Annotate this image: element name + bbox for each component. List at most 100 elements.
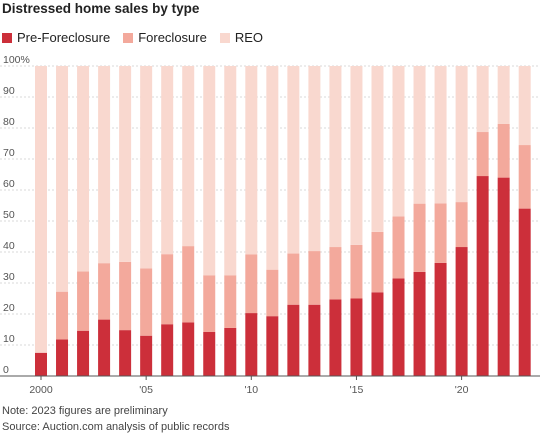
- y-tick-label: 90: [3, 85, 15, 97]
- pre-foreclosure-bar-segment: [119, 330, 132, 376]
- chart-title: Distressed home sales by type: [2, 1, 200, 16]
- pre-foreclosure-bar-segment: [56, 339, 69, 376]
- foreclosure-bar-segment: [224, 275, 237, 328]
- foreclosure-bar-segment: [371, 231, 384, 293]
- foreclosure-bar-segment: [161, 254, 174, 325]
- foreclosure-bar-segment: [245, 254, 258, 314]
- pre-foreclosure-bar-segment: [203, 331, 216, 376]
- reo-bar-segment: [224, 66, 237, 276]
- legend-label-pre-foreclosure: Pre-Foreclosure: [17, 30, 111, 45]
- legend: Pre-Foreclosure Foreclosure REO: [2, 30, 276, 45]
- reo-bar-segment: [266, 66, 279, 270]
- foreclosure-bar-segment: [392, 216, 405, 279]
- pre-foreclosure-bar-segment: [161, 324, 174, 376]
- reo-bar-segment: [455, 66, 468, 203]
- pre-foreclosure-bar-segment: [476, 176, 489, 376]
- legend-item-reo: REO: [219, 30, 264, 45]
- pre-foreclosure-bar-segment: [518, 208, 531, 376]
- x-tick-label: '10: [244, 384, 258, 396]
- pre-foreclosure-bar-segment: [371, 292, 384, 376]
- pre-foreclosure-bar-segment: [182, 322, 195, 376]
- x-tick-label: '05: [139, 384, 153, 396]
- y-tick-label: 10: [3, 333, 15, 345]
- reo-bar-segment: [182, 66, 195, 247]
- reo-bar-segment: [35, 66, 47, 353]
- legend-swatch-pre-foreclosure: [2, 32, 12, 43]
- foreclosure-bar-segment: [350, 244, 363, 299]
- reo-bar-segment: [98, 66, 111, 264]
- foreclosure-bar-segment: [98, 263, 111, 320]
- foreclosure-bar-segment: [287, 253, 300, 305]
- legend-label-reo: REO: [234, 30, 264, 45]
- reo-bar-segment: [77, 66, 90, 272]
- legend-item-foreclosure: Foreclosure: [123, 30, 207, 45]
- reo-bar-segment: [392, 66, 405, 217]
- reo-bar-segment: [140, 66, 153, 269]
- pre-foreclosure-bar-segment: [224, 327, 237, 376]
- pre-foreclosure-bar-segment: [266, 316, 279, 376]
- pre-foreclosure-bar-segment: [35, 352, 47, 376]
- reo-bar-segment: [434, 66, 447, 204]
- pre-foreclosure-bar-segment: [413, 271, 426, 376]
- foreclosure-bar-segment: [140, 268, 153, 336]
- pre-foreclosure-bar-segment: [329, 299, 342, 376]
- reo-bar-segment: [161, 66, 174, 255]
- foreclosure-bar-segment: [56, 291, 69, 340]
- pre-foreclosure-bar-segment: [350, 298, 363, 376]
- pre-foreclosure-bar-segment: [497, 177, 510, 376]
- pre-foreclosure-bar-segment: [98, 319, 111, 376]
- chart-note: Note: 2023 figures are preliminary: [2, 405, 168, 417]
- reo-bar-segment: [497, 66, 510, 124]
- foreclosure-bar-segment: [182, 246, 195, 323]
- legend-swatch-foreclosure: [123, 32, 134, 43]
- foreclosure-bar-segment: [518, 145, 531, 209]
- legend-item-pre-foreclosure: Pre-Foreclosure: [2, 30, 110, 45]
- y-tick-label: 20: [3, 302, 15, 314]
- foreclosure-bar-segment: [119, 261, 132, 331]
- reo-bar-segment: [476, 66, 489, 133]
- foreclosure-bar-segment: [434, 203, 447, 263]
- reo-bar-segment: [371, 66, 384, 232]
- y-tick-label: 40: [3, 240, 15, 252]
- foreclosure-bar-segment: [266, 269, 279, 317]
- y-tick-label: 50: [3, 209, 15, 221]
- y-tick-label: 0: [3, 364, 9, 376]
- pre-foreclosure-bar-segment: [140, 335, 153, 376]
- pre-foreclosure-bar-segment: [245, 313, 258, 376]
- pre-foreclosure-bar-segment: [77, 330, 90, 376]
- reo-bar-segment: [245, 66, 258, 255]
- reo-bar-segment: [413, 66, 426, 204]
- foreclosure-bar-segment: [497, 123, 510, 178]
- y-tick-label: 80: [3, 116, 15, 128]
- legend-swatch-reo: [219, 32, 230, 43]
- pre-foreclosure-bar-segment: [434, 262, 447, 376]
- reo-bar-segment: [203, 66, 216, 276]
- pre-foreclosure-bar-segment: [392, 278, 405, 376]
- y-tick-label: 30: [3, 271, 15, 283]
- foreclosure-bar-segment: [329, 247, 342, 300]
- chart-source: Source: Auction.com analysis of public r…: [2, 421, 230, 433]
- legend-label-foreclosure: Foreclosure: [138, 30, 207, 45]
- pre-foreclosure-bar-segment: [455, 247, 468, 376]
- reo-bar-segment: [350, 66, 363, 245]
- reo-bar-segment: [56, 66, 69, 292]
- reo-bar-segment: [308, 66, 321, 252]
- x-tick-label: 2000: [29, 384, 53, 396]
- reo-bar-segment: [119, 66, 132, 262]
- y-tick-label: 60: [3, 178, 15, 190]
- reo-bar-segment: [287, 66, 300, 254]
- foreclosure-bar-segment: [413, 203, 426, 272]
- reo-bar-segment: [329, 66, 342, 248]
- reo-bar-segment: [518, 66, 531, 146]
- foreclosure-bar-segment: [476, 132, 489, 177]
- foreclosure-bar-segment: [77, 271, 90, 331]
- pre-foreclosure-bar-segment: [287, 304, 300, 376]
- y-tick-label: 100%: [3, 56, 30, 66]
- foreclosure-bar-segment: [455, 202, 468, 248]
- y-tick-label: 70: [3, 147, 15, 159]
- stacked-bar-chart: 0 10 20 30 40 50 60 70 80 90 100% 2000 '05 '10 '15 '20: [0, 56, 540, 396]
- x-tick-label: '20: [455, 384, 469, 396]
- pre-foreclosure-bar-segment: [308, 304, 321, 376]
- foreclosure-bar-segment: [308, 251, 321, 305]
- x-tick-label: '15: [350, 384, 364, 396]
